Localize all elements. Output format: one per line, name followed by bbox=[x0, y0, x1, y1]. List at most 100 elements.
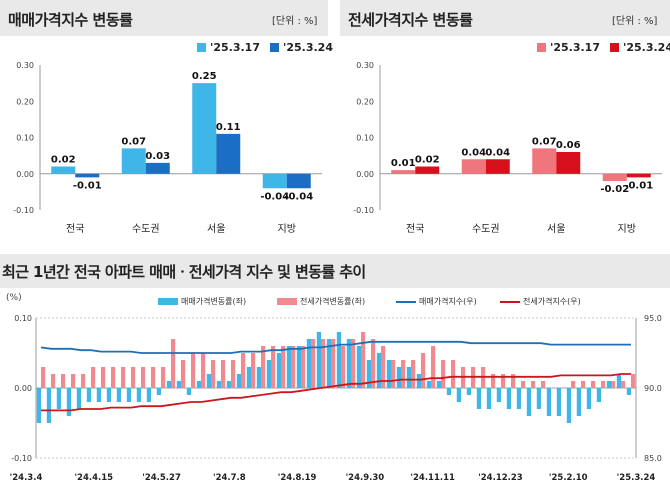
jeonse-ytick-label: 0.00 bbox=[356, 170, 374, 179]
legend-line-jeonse-index bbox=[500, 300, 520, 303]
sale-rate-bar bbox=[66, 388, 71, 416]
sale-ytick-label: 0.30 bbox=[16, 61, 34, 70]
jeonse-ytick-label: -0.10 bbox=[353, 206, 374, 215]
jeonse-rate-bar bbox=[201, 353, 206, 388]
trend-panel-header: 최근 1년간 전국 아파트 매매ㆍ전세가격 지수 및 변동률 추이 bbox=[0, 254, 670, 288]
sale-rate-bar bbox=[626, 388, 631, 395]
trend-legend-sale-rate: 매매가격변동률(좌) bbox=[158, 296, 246, 307]
jeonse-rate-bar bbox=[271, 346, 276, 388]
jeonse-ytick-label: 0.10 bbox=[356, 134, 374, 143]
jeonse-unit-label: [단위 : %] bbox=[612, 16, 658, 27]
jeonse-rate-bar bbox=[181, 360, 186, 388]
jeonse-rate-bar bbox=[331, 339, 336, 388]
jeonse-rate-bar bbox=[521, 381, 526, 388]
sale-ytick-label: 0.10 bbox=[16, 134, 34, 143]
jeonse-rate-bar bbox=[151, 367, 156, 388]
sale-data-label: 0.03 bbox=[145, 151, 170, 162]
jeonse-rate-bar bbox=[161, 367, 166, 388]
sale-rate-bar bbox=[206, 374, 211, 388]
jeonse-data-label: -0.02 bbox=[600, 184, 629, 195]
jeonse-rate-bar bbox=[61, 374, 66, 388]
left-ytick-label: 0.00 bbox=[14, 384, 32, 393]
legend-line-sale-index bbox=[396, 300, 416, 303]
sale-rate-bar bbox=[556, 388, 561, 416]
sale-rate-bar bbox=[286, 346, 291, 388]
sale-data-label: 0.02 bbox=[51, 155, 76, 166]
sale-rate-bar bbox=[506, 388, 511, 409]
sale-rate-bar bbox=[526, 388, 531, 416]
sale-data-label: -0.04 bbox=[284, 191, 313, 202]
jeonse-panel-header: 전세가격지수 변동률 [단위 : %] bbox=[340, 0, 670, 36]
legend-swatch-sale-rate bbox=[158, 298, 178, 305]
sale-rate-bar bbox=[466, 388, 471, 395]
sale-rate-bar bbox=[366, 360, 371, 388]
x-tick-label: '24.3.4 bbox=[10, 473, 43, 483]
jeonse-rate-bar bbox=[71, 374, 76, 388]
sale-rate-bar bbox=[536, 388, 541, 409]
jeonse-category-label: 서울 bbox=[547, 223, 565, 235]
sale-rate-bar bbox=[196, 381, 201, 388]
sale-category-label: 전국 bbox=[66, 223, 84, 235]
sale-unit-label: [단위 : %] bbox=[272, 16, 318, 27]
sale-data-label: 0.11 bbox=[216, 122, 241, 133]
sale-data-label: 0.07 bbox=[121, 136, 146, 147]
sale-bar bbox=[121, 148, 146, 174]
sale-data-label: -0.04 bbox=[260, 191, 289, 202]
trend-combo-chart: -0.10 0.00 0.10 85.0 90.0 95.0 '24.3.4 '24.4.15… bbox=[10, 314, 662, 483]
jeonse-legend: '25.3.17 '25.3.24 bbox=[537, 41, 670, 54]
sale-rate-bar bbox=[296, 346, 301, 388]
sale-rate-bar bbox=[146, 388, 151, 402]
jeonse-rate-bar bbox=[81, 374, 86, 388]
legend-swatch-jeonse-rate bbox=[277, 298, 297, 305]
sale-data-label: -0.01 bbox=[73, 180, 102, 191]
jeonse-rate-bar bbox=[91, 367, 96, 388]
jeonse-rate-bar bbox=[581, 381, 586, 388]
jeonse-bar bbox=[415, 166, 440, 174]
left-ytick-label: -0.10 bbox=[11, 454, 32, 463]
jeonse-rate-bar bbox=[441, 360, 446, 388]
sale-rate-bar bbox=[216, 381, 221, 388]
sale-rate-bar bbox=[566, 388, 571, 423]
jeonse-rate-bar bbox=[531, 381, 536, 388]
right-ytick-label: 95.0 bbox=[644, 314, 662, 323]
jeonse-rate-bar bbox=[491, 374, 496, 388]
jeonse-rate-bar bbox=[41, 367, 46, 388]
sale-rate-bar bbox=[46, 388, 51, 423]
jeonse-rate-bar bbox=[141, 367, 146, 388]
jeonse-index-line bbox=[41, 373, 631, 412]
jeonse-category-label: 전국 bbox=[406, 223, 424, 235]
sale-rate-bar bbox=[396, 367, 401, 388]
sale-rate-bar bbox=[516, 388, 521, 409]
sale-bar bbox=[51, 166, 76, 174]
sale-rate-bar bbox=[96, 388, 101, 402]
jeonse-rate-bar bbox=[421, 353, 426, 388]
jeonse-bar bbox=[532, 148, 557, 174]
jeonse-rate-bar bbox=[391, 360, 396, 388]
jeonse-category-label: 수도권 bbox=[472, 223, 500, 235]
left-ytick-label: 0.10 bbox=[14, 314, 32, 323]
jeonse-data-label: -0.01 bbox=[624, 180, 653, 191]
sale-rate-bar bbox=[346, 339, 351, 388]
jeonse-data-label: 0.07 bbox=[532, 136, 557, 147]
sale-rate-bar bbox=[276, 353, 281, 388]
sale-rate-bar bbox=[416, 374, 421, 388]
sale-bar bbox=[145, 162, 170, 174]
jeonse-rate-bar bbox=[281, 346, 286, 388]
jeonse-rate-bar bbox=[191, 353, 196, 388]
sale-index-line bbox=[40, 340, 631, 354]
sale-rate-bar bbox=[186, 388, 191, 395]
jeonse-rate-bar bbox=[321, 339, 326, 388]
jeonse-rate-bar bbox=[171, 339, 176, 388]
jeonse-rate-bar bbox=[311, 339, 316, 388]
trend-legend-jeonse-index: 전세가격지수(우) bbox=[500, 296, 581, 307]
jeonse-rate-bar bbox=[251, 353, 256, 388]
sale-rate-bar-chart: -0.10 0.00 0.10 0.20 0.30 전국 0.02 -0.01 수도권 0.07 0… bbox=[13, 61, 322, 235]
jeonse-rate-bar bbox=[341, 346, 346, 388]
jeonse-bar bbox=[602, 173, 627, 181]
sale-rate-bar bbox=[246, 367, 251, 388]
sale-data-label: 0.25 bbox=[192, 71, 217, 82]
trend-legend-sale-index: 매매가격지수(우) bbox=[396, 296, 477, 307]
jeonse-rate-bar bbox=[621, 381, 626, 388]
sale-rate-bar bbox=[426, 381, 431, 388]
jeonse-panel-title: 전세가격지수 변동률 bbox=[348, 11, 473, 29]
